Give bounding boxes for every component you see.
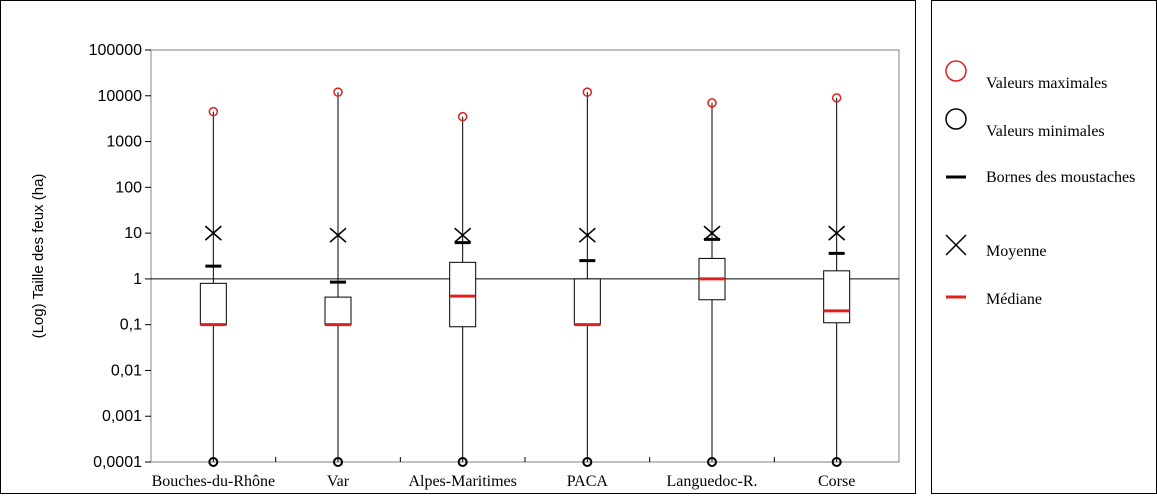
mean-mark — [828, 225, 846, 241]
min-point — [457, 457, 468, 467]
x-tick-label: Bouches-du-Rhône — [152, 473, 276, 490]
min-point — [831, 457, 842, 467]
box — [324, 296, 352, 326]
chart-frame: 0,0001 0,001 0,01 0,1 1 10 100 1000 10000 100000 (… — [0, 0, 916, 494]
min-point — [707, 457, 717, 467]
mean-mark — [703, 225, 721, 241]
legend-symbol-black-circle — [945, 108, 967, 130]
box-plot-chart: 0,0001 0,001 0,01 0,1 1 10 100 1000 10000 100000 (… — [30, 42, 900, 490]
legend-symbol-x-mark — [945, 234, 967, 256]
mean-mark — [454, 227, 472, 243]
max-point — [208, 106, 219, 117]
y-tick-label: 100 — [115, 179, 142, 196]
y-tick-label: 10 — [124, 225, 142, 242]
min-point — [208, 457, 219, 467]
max-point — [457, 111, 468, 122]
box — [573, 278, 601, 326]
legend-label: Valeurs minimales — [986, 123, 1105, 140]
legend-symbol-dash — [946, 175, 966, 179]
min-point — [333, 457, 343, 467]
mean-mark — [578, 227, 596, 243]
y-tick-label: 1000 — [106, 134, 142, 151]
x-tick-label: Corse — [818, 473, 855, 490]
legend: Valeurs maximales Valeurs minimales Bornes… — [931, 0, 1157, 494]
mean-mark — [329, 227, 347, 243]
max-point — [333, 87, 343, 97]
y-tick-label: 0,0001 — [93, 454, 142, 471]
box — [449, 261, 477, 328]
max-point — [831, 93, 842, 103]
y-tick-label: 0,01 — [111, 362, 142, 379]
y-tick-label: 100000 — [89, 42, 142, 59]
x-tick-label: Alpes-Maritimes — [408, 473, 516, 490]
box — [823, 270, 851, 324]
x-tick-label: PACA — [567, 473, 609, 490]
box — [199, 282, 227, 326]
max-point — [582, 87, 593, 97]
y-tick-label: 0,1 — [120, 317, 142, 334]
mean-mark — [204, 225, 222, 241]
x-tick-label: Languedoc-R. — [666, 473, 757, 490]
plot-area — [150, 49, 900, 463]
legend-label: Médiane — [986, 291, 1042, 308]
max-point — [707, 98, 717, 108]
x-tick-label: Var — [327, 473, 350, 490]
y-tick-label: 1 — [133, 271, 142, 288]
y-tick-label: 0,001 — [102, 408, 142, 425]
y-axis-label: (Log) Taille des feux (ha) — [30, 174, 47, 339]
y-tick-label: 10000 — [98, 88, 143, 105]
legend-label: Valeurs maximales — [986, 75, 1108, 92]
min-point — [582, 457, 593, 467]
legend-symbol-red-circle — [945, 60, 967, 82]
legend-label: Bornes des moustaches — [986, 169, 1136, 186]
legend-label: Moyenne — [986, 243, 1047, 260]
legend-symbol-red-dash — [946, 295, 966, 299]
